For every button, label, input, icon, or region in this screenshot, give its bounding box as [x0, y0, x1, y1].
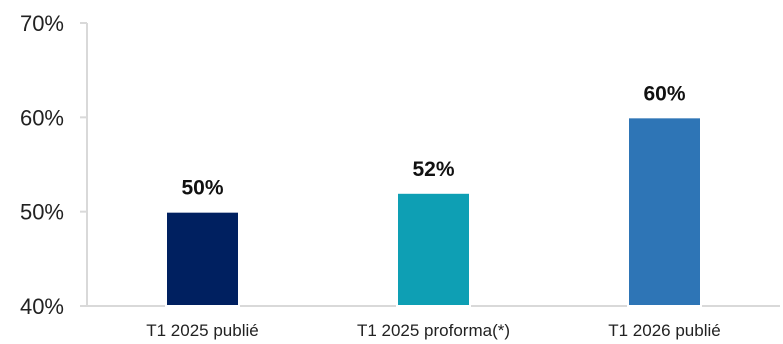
bar — [165, 210, 240, 308]
x-category-label: T1 2025 publié — [146, 321, 258, 340]
y-tick-label: 70% — [20, 11, 64, 36]
bar — [627, 116, 702, 308]
data-labels: 50% 52% 60% — [181, 82, 685, 199]
x-category-label: T1 2025 proforma(*) — [357, 321, 510, 340]
y-tick-label: 40% — [20, 294, 64, 319]
bar-data-label: 60% — [643, 82, 685, 105]
bar-data-label: 50% — [181, 177, 223, 200]
y-tick-label: 50% — [20, 200, 64, 225]
y-tick-label: 60% — [20, 105, 64, 130]
bars — [165, 116, 702, 308]
y-axis-ticks: 40% 50% 60% 70% — [20, 11, 87, 319]
category-labels: T1 2025 publié T1 2025 proforma(*) T1 2026… — [146, 321, 720, 340]
bar-data-label: 52% — [412, 158, 454, 181]
x-category-label: T1 2026 publié — [608, 321, 720, 340]
bar — [396, 191, 471, 307]
